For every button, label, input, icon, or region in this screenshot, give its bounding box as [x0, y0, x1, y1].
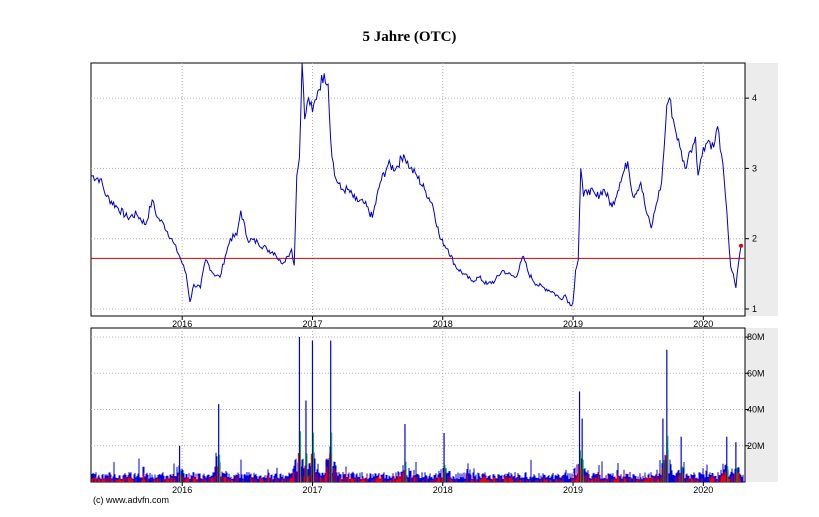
volume-y-axis: 20M 40M 60M 80M	[745, 332, 765, 451]
credit-text: (c) www.advfn.com	[93, 495, 170, 505]
price-y-axis: 1 2 3 4	[745, 93, 757, 314]
volume-bars	[91, 337, 744, 482]
volume-x-tick-label: 2017	[302, 485, 322, 495]
volume-grid	[91, 328, 745, 482]
volume-x-tick-label: 2016	[172, 485, 192, 495]
price-x-axis: 2016 2017 2018 2019 2020	[172, 316, 713, 329]
volume-x-axis: 2016 2017 2018 2019 2020	[172, 482, 713, 495]
price-grid	[91, 63, 745, 316]
volume-y-tick-label: 80M	[747, 332, 765, 342]
price-y-tick-label: 1	[752, 304, 757, 314]
price-x-tick-label: 2018	[433, 319, 453, 329]
price-panel	[90, 62, 746, 317]
volume-y-tick-label: 40M	[747, 405, 765, 415]
price-axis-gutter	[745, 63, 778, 316]
volume-x-tick-label: 2020	[693, 485, 713, 495]
chart-title: 5 Jahre (OTC)	[362, 29, 457, 45]
price-y-tick-label: 3	[752, 163, 757, 173]
volume-axis-gutter	[745, 328, 778, 482]
price-x-tick-label: 2017	[302, 319, 322, 329]
volume-y-tick-label: 20M	[747, 441, 765, 451]
volume-y-tick-label: 60M	[747, 368, 765, 378]
price-x-tick-label: 2016	[172, 319, 192, 329]
last-price-marker	[739, 243, 744, 248]
volume-x-tick-label: 2019	[563, 485, 583, 495]
price-y-tick-label: 4	[752, 93, 757, 103]
price-line	[90, 62, 742, 307]
price-y-tick-label: 2	[752, 234, 757, 244]
volume-panel	[90, 327, 746, 483]
price-x-tick-label: 2020	[693, 319, 713, 329]
volume-x-tick-label: 2018	[433, 485, 453, 495]
price-x-tick-label: 2019	[563, 319, 583, 329]
